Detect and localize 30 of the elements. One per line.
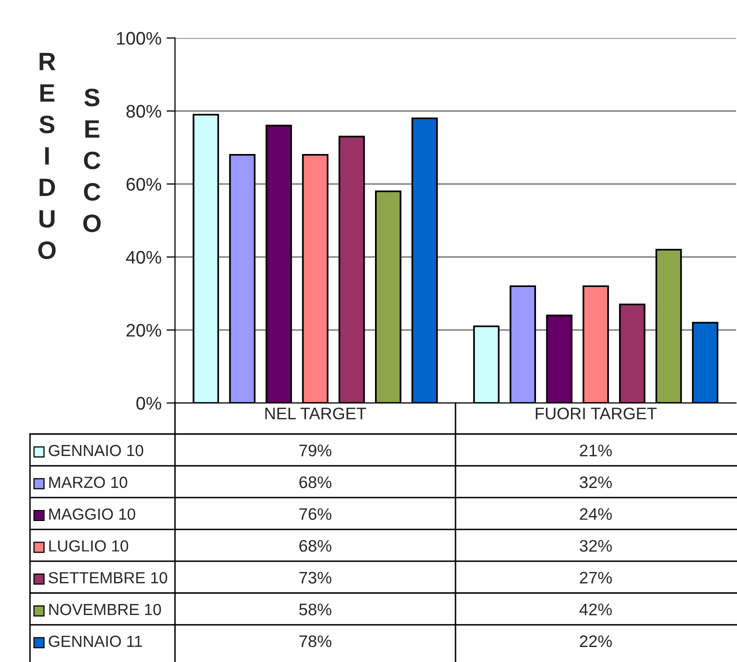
y-tick-label: 100% (117, 32, 162, 45)
data-label: 76% (299, 508, 332, 520)
data-label: 32% (580, 476, 612, 488)
legend-label: MAGGIO 10 (49, 508, 136, 520)
y-tick-label: 0% (136, 396, 162, 410)
y-tick-label: 60% (126, 178, 162, 191)
y-tick-label: 20% (126, 324, 162, 337)
legend-label: GENNAIO 11 (48, 636, 142, 647)
data-label: 27% (580, 572, 612, 584)
data-label: 68% (299, 476, 332, 488)
legend-label: MARZO 10 (49, 476, 128, 488)
x-tick-label: NEL TARGET (265, 408, 366, 420)
data-label: 21% (580, 444, 612, 456)
data-label: 58% (299, 604, 332, 616)
data-label: 78% (299, 635, 332, 648)
data-label: 68% (299, 540, 332, 552)
legend-label: LUGLIO 10 (49, 540, 128, 552)
data-label: 42% (579, 604, 612, 616)
data-label: 32% (580, 540, 612, 552)
text: RESIDUO SECCO (38, 52, 101, 260)
data-label: 73% (299, 572, 332, 584)
legend-label: NOVEMBRE 10 (49, 604, 161, 616)
data-label: 79% (299, 444, 332, 456)
legend-label: SETTEMBRE 10 (48, 572, 168, 584)
x-tick-label: FUORI TARGET (536, 408, 657, 420)
data-label: 24% (580, 508, 612, 520)
legend-label: GENNAIO 10 (48, 444, 144, 456)
y-tick-label: 40% (126, 250, 162, 264)
data-label: 22% (580, 635, 612, 648)
y-tick-label: 80% (126, 104, 162, 118)
